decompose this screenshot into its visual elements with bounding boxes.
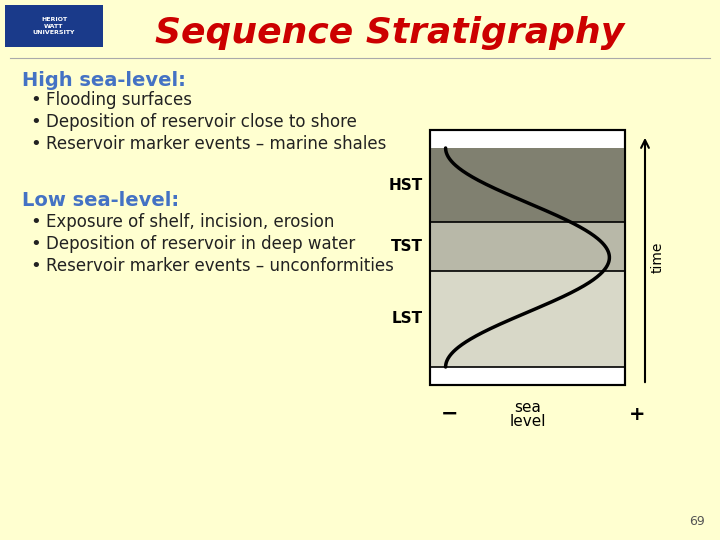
Text: +: + [629, 404, 645, 423]
Bar [430, 130, 625, 385]
Text: Exposure of shelf, incision, erosion: Exposure of shelf, incision, erosion [46, 213, 334, 231]
Text: Reservoir marker events – marine shales: Reservoir marker events – marine shales [46, 135, 387, 153]
Text: TST: TST [391, 239, 423, 254]
Text: Reservoir marker events – unconformities: Reservoir marker events – unconformities [46, 257, 394, 275]
Text: time: time [651, 242, 665, 273]
Text: •: • [30, 135, 41, 153]
Text: High sea-level:: High sea-level: [22, 71, 186, 90]
Bar [430, 130, 625, 385]
Bar [430, 222, 625, 271]
Text: Low sea-level:: Low sea-level: [22, 191, 179, 210]
Text: sea: sea [514, 400, 541, 415]
Text: LST: LST [392, 312, 423, 326]
Text: •: • [30, 257, 41, 275]
Text: •: • [30, 113, 41, 131]
Text: level: level [509, 415, 546, 429]
Text: Flooding surfaces: Flooding surfaces [46, 91, 192, 109]
Text: •: • [30, 213, 41, 231]
Text: −: − [441, 404, 458, 424]
Text: •: • [30, 235, 41, 253]
Text: Deposition of reservoir close to shore: Deposition of reservoir close to shore [46, 113, 357, 131]
Text: 69: 69 [689, 515, 705, 528]
Bar [430, 148, 625, 222]
Text: HST: HST [389, 178, 423, 193]
Text: HERIOT
WATT
UNIVERSITY: HERIOT WATT UNIVERSITY [32, 17, 76, 35]
Bar [430, 271, 625, 367]
Bar [5, 5, 103, 47]
Text: Deposition of reservoir in deep water: Deposition of reservoir in deep water [46, 235, 355, 253]
Text: Sequence Stratigraphy: Sequence Stratigraphy [156, 16, 625, 50]
Text: •: • [30, 91, 41, 109]
